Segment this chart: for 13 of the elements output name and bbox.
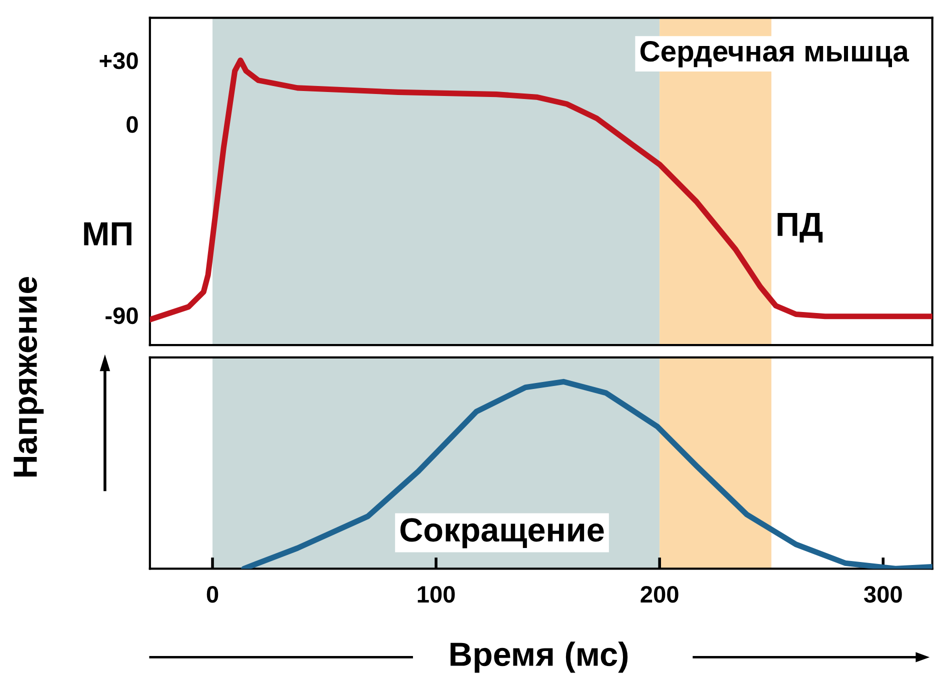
y-tick-label: 0 [126, 116, 138, 133]
x-tick-label: 300 [864, 586, 902, 603]
y-axis-title: Напряжение [14, 276, 44, 477]
y-tick-label: -90 [106, 307, 138, 324]
x-axis-title: Время (мс) [450, 642, 628, 673]
x-tick-label: 200 [640, 586, 678, 603]
x-tick-label: 100 [418, 586, 455, 603]
x-tick-label: 0 [206, 586, 218, 603]
annotation: ПД [778, 212, 823, 243]
y-axis-title: МП [84, 222, 132, 246]
annotation: Сокращение [400, 518, 604, 548]
annotation: Сердечная мышца [640, 41, 910, 68]
y-tick-label: +30 [100, 52, 138, 70]
